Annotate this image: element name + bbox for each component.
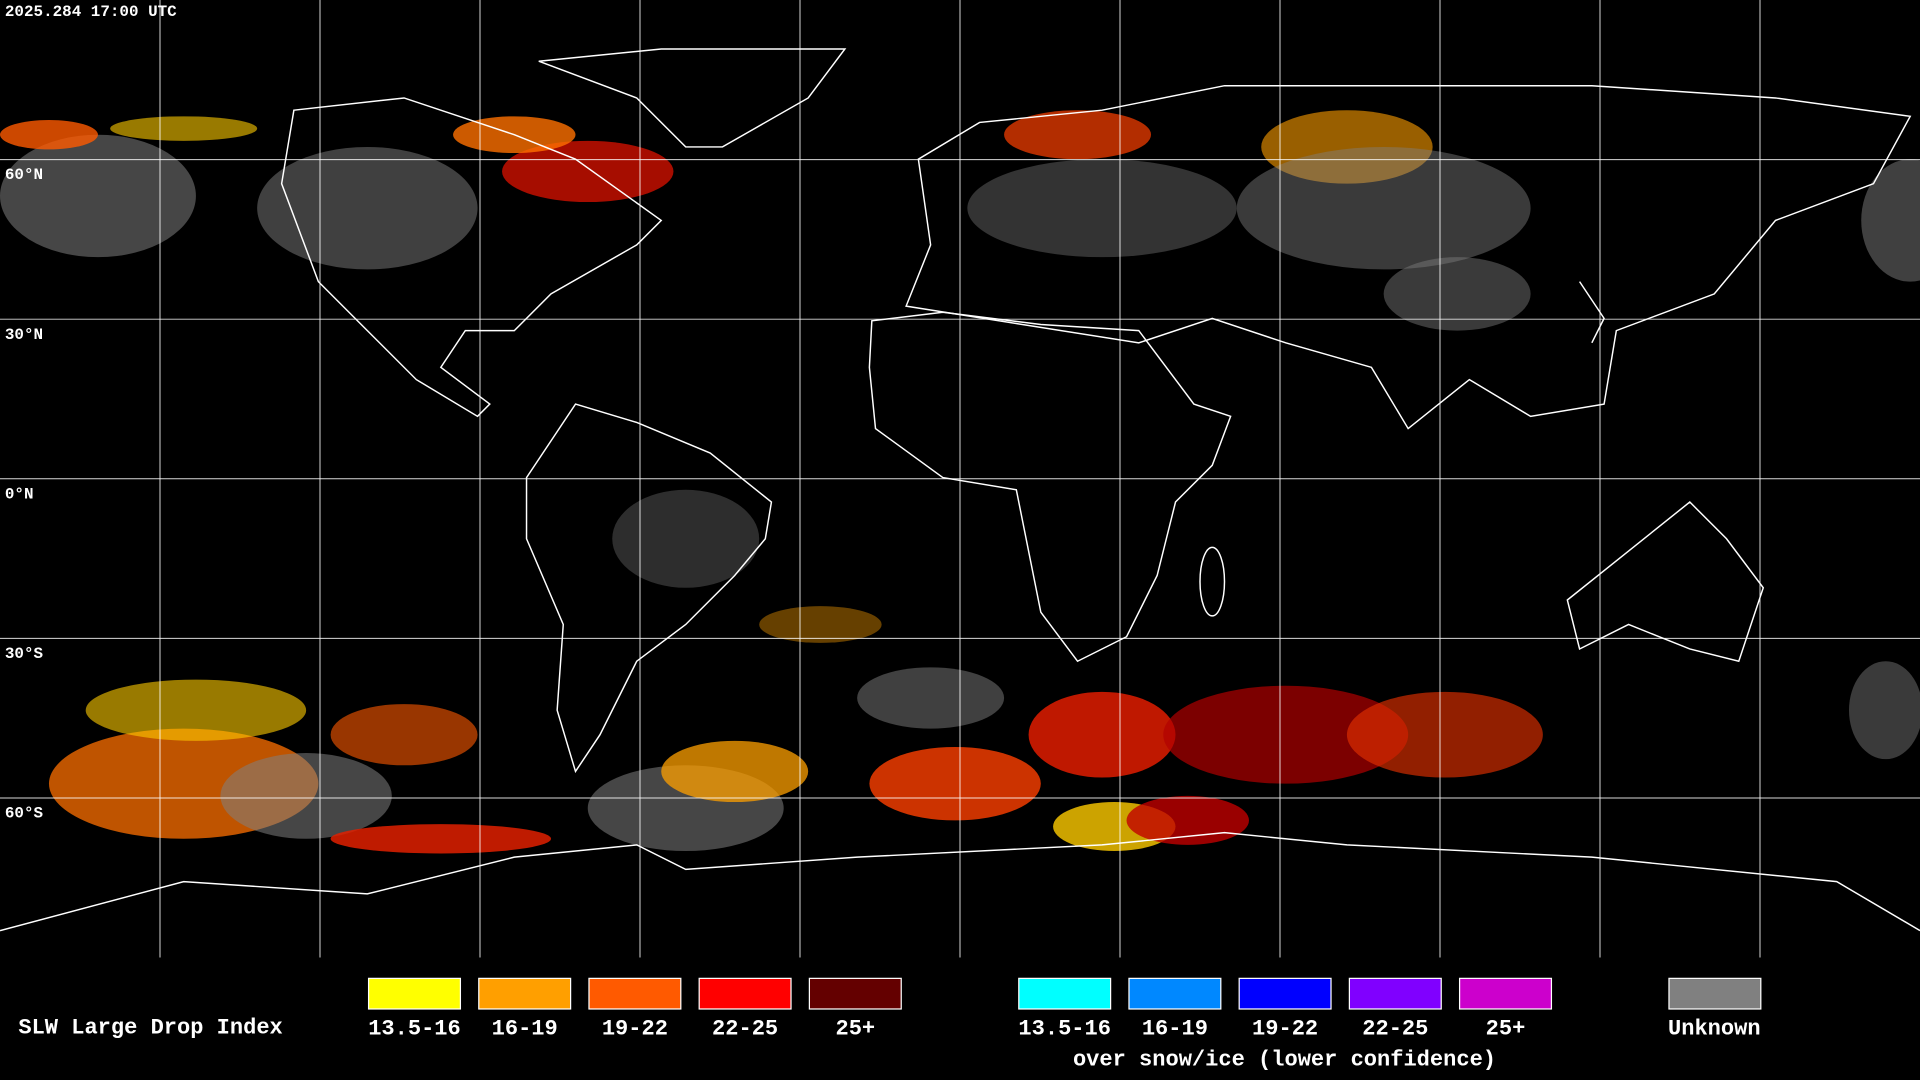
legend-swatch [698,977,792,1010]
legend-label: 19-22 [602,1017,668,1042]
legend-label: 22-25 [712,1017,778,1042]
legend-title: SLW Large Drop Index [18,1015,282,1040]
legend-swatch [1348,977,1442,1010]
legend-label: 22-25 [1362,1017,1428,1042]
legend-swatch [1128,977,1222,1010]
lat-label: 30°N [5,326,43,344]
legend-label: 16-19 [492,1017,558,1042]
lat-label: 0°N [5,485,34,503]
clouds [0,110,1920,854]
legend-swatch [478,977,572,1010]
coastlines [0,48,1920,932]
graticule: 60°N 30°N 0°N 30°S 60°S [0,0,1920,958]
legend-swatch [1018,977,1112,1010]
lat-label: 30°S [5,645,44,663]
legend-swatch [1458,977,1553,1010]
legend-label: 25+ [1486,1017,1526,1042]
legend-swatch [367,977,462,1010]
legend-label: 16-19 [1142,1017,1208,1042]
legend-label: 13.5-16 [1018,1017,1111,1042]
lat-label: 60°N [5,166,43,184]
legend-swatch [1238,977,1332,1010]
legend-label: 13.5-16 [368,1017,461,1042]
legend-swatch [588,977,682,1010]
legend-label: 19-22 [1252,1017,1318,1042]
snow-caption: over snow/ice (lower confidence) [1073,1047,1496,1072]
legend: SLW Large Drop Index over snow/ice (lowe… [18,977,1762,1072]
legend-swatch [1668,977,1762,1010]
timestamp: 2025.284 17:00 UTC [5,3,177,21]
legend-label: 25+ [835,1017,875,1042]
legend-swatch [808,977,902,1010]
lat-label: 60°S [5,805,44,823]
legend-label: Unknown [1668,1017,1761,1042]
